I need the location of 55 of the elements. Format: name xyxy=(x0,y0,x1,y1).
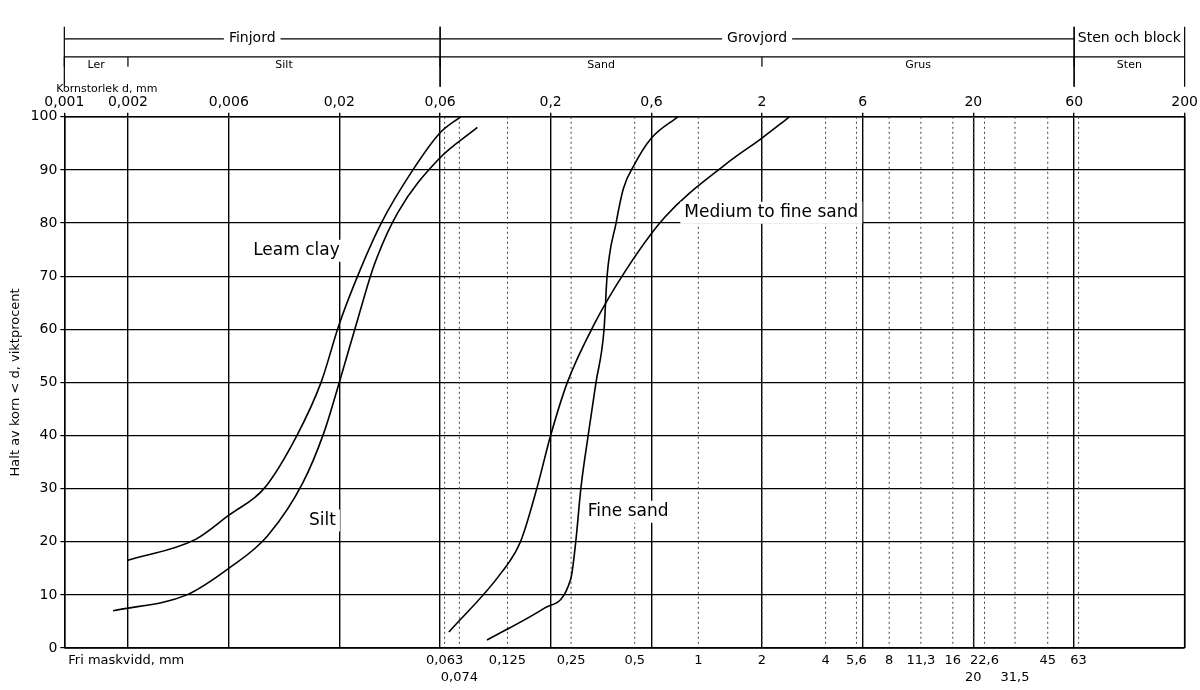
x-tick-label: 20 xyxy=(964,93,983,110)
series-label: Leam clay xyxy=(253,239,340,260)
x-tick-label: 6 xyxy=(858,93,868,110)
text: Silt xyxy=(275,58,294,72)
x-axis-title: Kornstorlek d, mm xyxy=(56,82,158,96)
series-label: Fine sand xyxy=(587,500,669,521)
text: Grus xyxy=(905,58,932,72)
series-label: Medium to fine sand xyxy=(684,201,859,222)
x-tick-label: 2 xyxy=(757,93,767,110)
ref-line-label: 5,6 xyxy=(846,651,867,667)
series-label: Silt xyxy=(309,508,337,529)
ref-line-label: 0,074 xyxy=(440,668,478,684)
text: Finjord xyxy=(228,29,276,46)
y-tick-label: 20 xyxy=(39,532,58,549)
ref-line-label: 31,5 xyxy=(1000,668,1030,684)
ref-line-label: 2 xyxy=(757,651,767,667)
y-tick-label: 100 xyxy=(30,107,58,124)
ref-line-label: 20 xyxy=(965,668,982,684)
ref-line-label: 16 xyxy=(944,651,962,667)
x-tick-label: 0,2 xyxy=(539,93,562,110)
y-tick-label: 30 xyxy=(39,479,58,496)
y-tick-label: 0 xyxy=(48,638,58,655)
ref-line-label: 4 xyxy=(821,651,830,667)
x-tick-label: 0,002 xyxy=(107,93,148,110)
ref-line-label: 0,063 xyxy=(425,651,464,667)
text: Sten och block xyxy=(1077,29,1182,46)
ref-line-label: 45 xyxy=(1039,651,1056,667)
text: Sten xyxy=(1116,58,1142,72)
x-tick-label: 0,006 xyxy=(208,93,249,110)
x-tick-label: 60 xyxy=(1065,93,1084,110)
y-tick-label: 80 xyxy=(39,213,58,230)
ref-line-label: 0,5 xyxy=(624,651,646,667)
x-tick-label: 200 xyxy=(1171,93,1199,110)
ref-line-label: 1 xyxy=(694,651,703,667)
ref-line-label: 63 xyxy=(1070,651,1087,667)
ref-line-label: 8 xyxy=(885,651,894,667)
ref-line-label: 0,125 xyxy=(488,651,527,667)
text: Sand xyxy=(587,58,615,72)
ref-line-label: 11,3 xyxy=(906,651,936,667)
ref-line-label: 0,25 xyxy=(556,651,586,667)
text: Ler xyxy=(87,58,106,72)
text: Grovjord xyxy=(727,29,788,46)
y-tick-label: 70 xyxy=(39,266,58,283)
y-tick-label: 10 xyxy=(39,585,58,602)
y-axis-title: Halt av korn < d, viktprocent xyxy=(7,288,23,477)
y-tick-label: 40 xyxy=(39,426,58,443)
x-tick-label: 0,001 xyxy=(44,93,85,110)
ref-line-label: 22,6 xyxy=(970,651,999,667)
text: Fri maskvidd, mm xyxy=(68,651,185,667)
x-tick-label: 0,6 xyxy=(640,93,663,110)
x-tick-label: 0,02 xyxy=(323,93,355,110)
x-tick-label: 0,06 xyxy=(424,93,456,110)
y-tick-label: 60 xyxy=(39,319,58,336)
y-tick-label: 90 xyxy=(39,160,58,177)
y-tick-label: 50 xyxy=(39,373,58,390)
